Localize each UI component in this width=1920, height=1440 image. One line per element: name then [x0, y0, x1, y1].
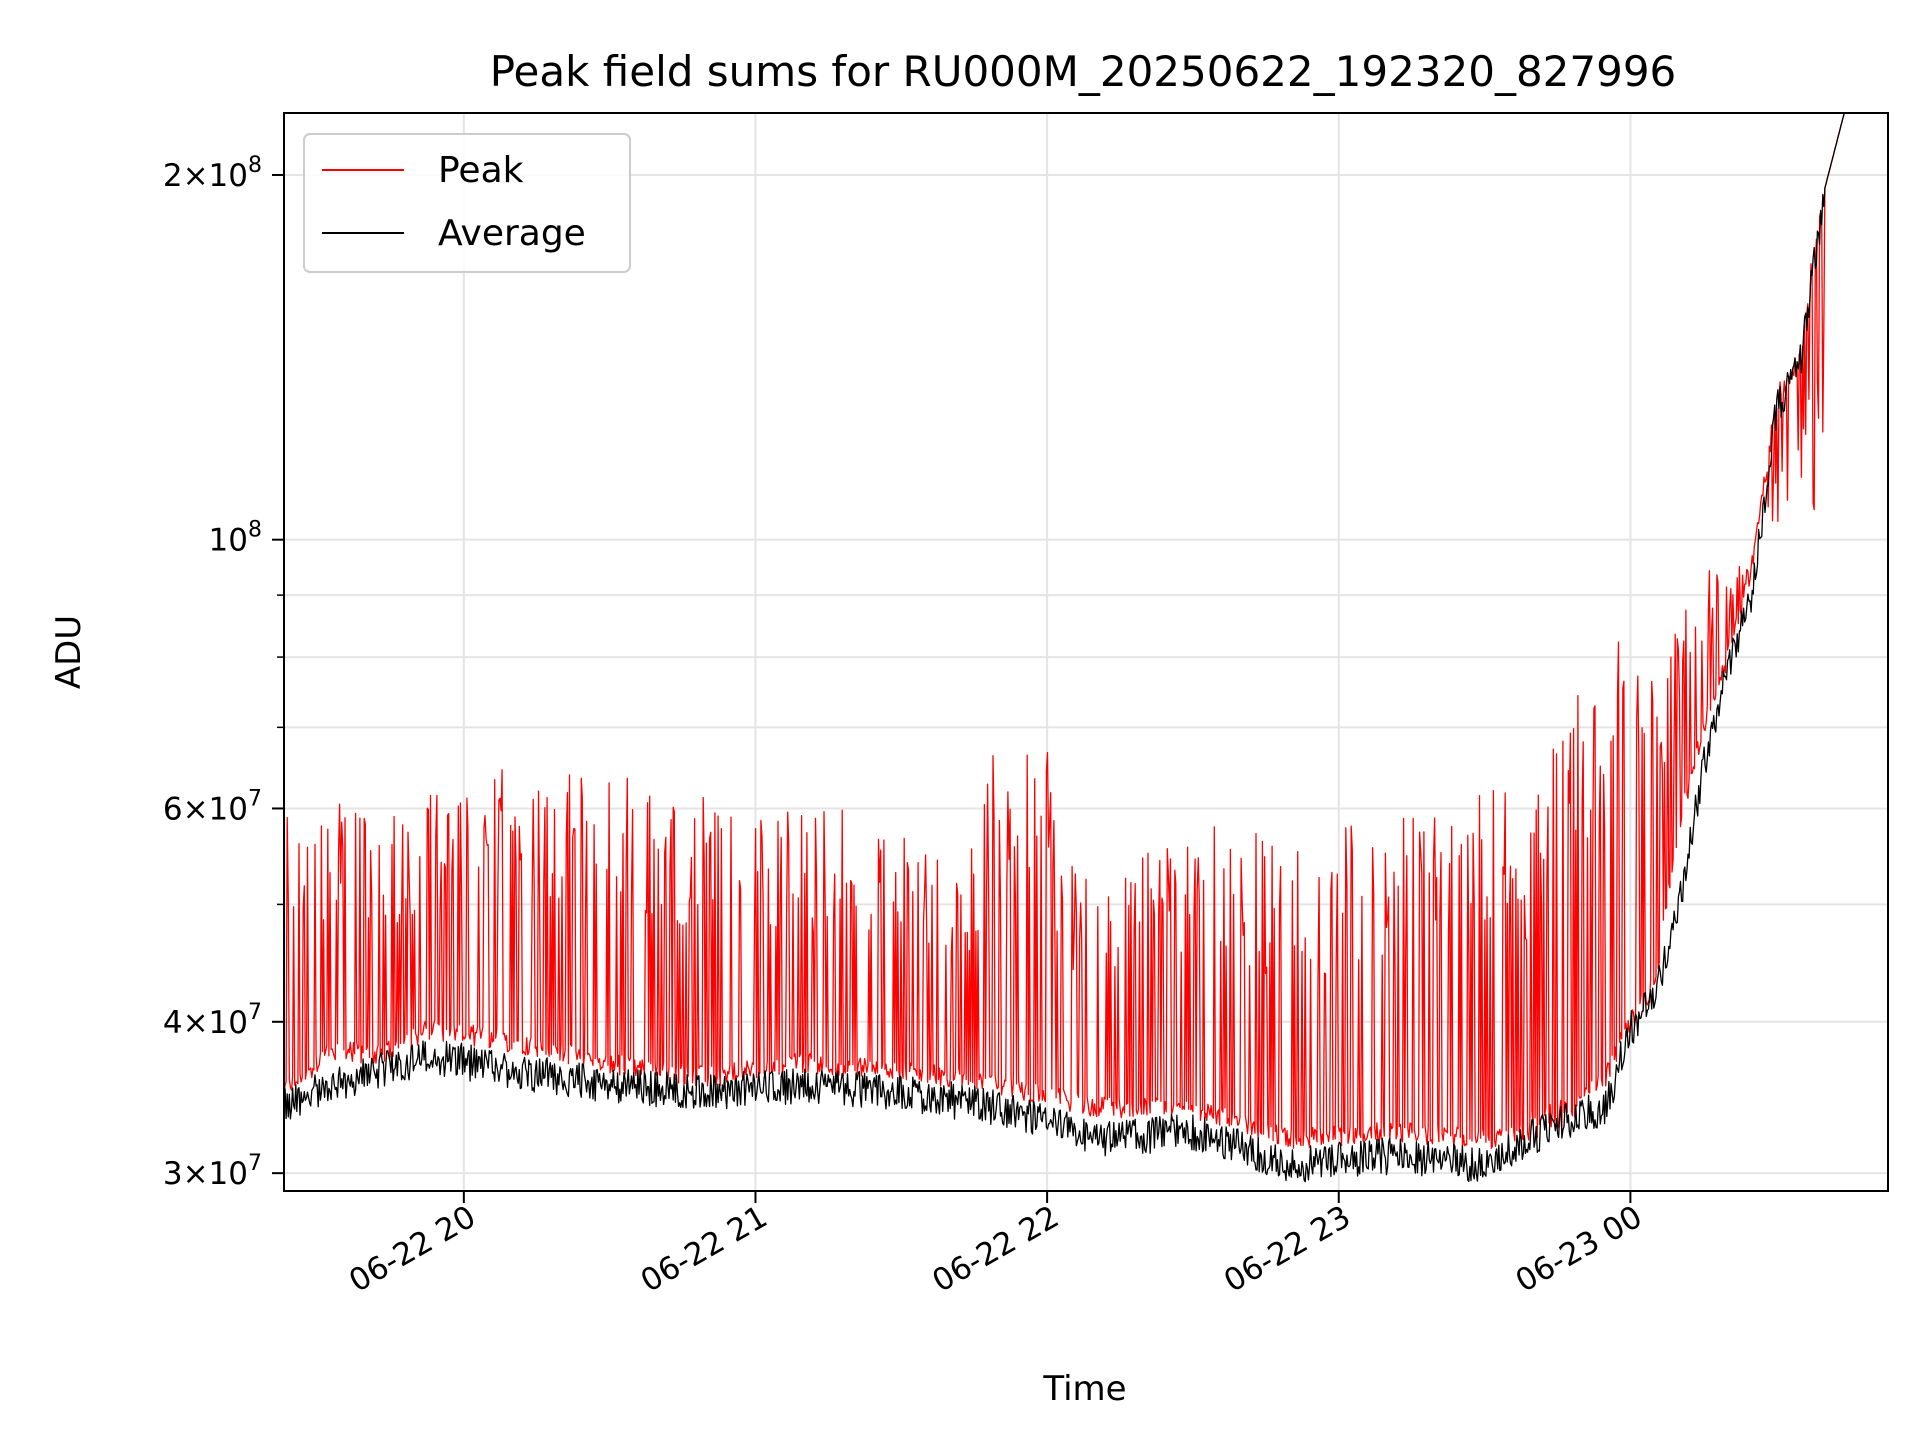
series-line-average — [284, 113, 1888, 1183]
legend-label-peak: Peak — [438, 150, 524, 191]
chart-title: Peak field sums for RU000M_20250622_1923… — [490, 47, 1677, 96]
y-tick-label: 6×107 — [163, 786, 262, 827]
y-tick-label: 108 — [209, 518, 262, 559]
y-tick-label: 3×107 — [163, 1151, 262, 1192]
y-axis-label: ADU — [49, 615, 89, 689]
plot-frame — [283, 112, 1889, 1192]
legend-box — [303, 133, 631, 273]
y-tick-label: 2×108 — [163, 153, 262, 194]
legend-label-average: Average — [438, 213, 586, 254]
y-tick-label: 4×107 — [163, 1000, 262, 1041]
series-line-peak — [284, 113, 1888, 1149]
series-layer — [284, 113, 1888, 1183]
legend: Peak Average — [303, 133, 631, 273]
x-axis-label: Time — [1042, 1369, 1126, 1409]
